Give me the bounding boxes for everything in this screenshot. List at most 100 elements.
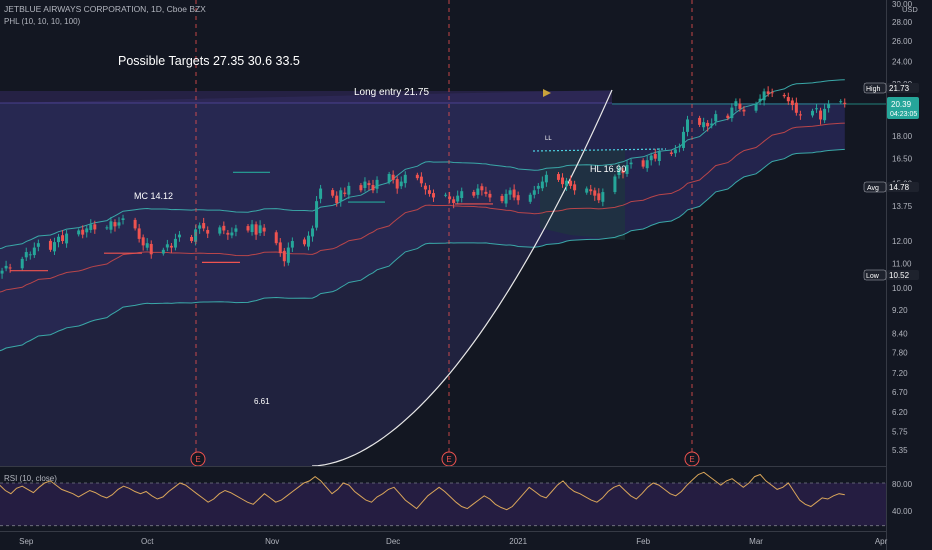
candle-body <box>61 235 65 242</box>
candle-body <box>222 225 226 231</box>
high-tag-value: 21.73 <box>889 84 910 93</box>
candle-body <box>641 160 645 167</box>
candle-body <box>657 151 661 161</box>
candle-body <box>52 242 56 252</box>
candle-body <box>762 91 766 101</box>
countdown: 04:23:05 <box>890 111 917 118</box>
candle-body <box>488 193 492 198</box>
earnings-marker-1[interactable]: E <box>190 451 206 467</box>
candle-body <box>669 152 673 154</box>
candle-body <box>786 97 790 102</box>
candle-body <box>730 107 734 119</box>
candle-body <box>141 237 145 246</box>
candle-body <box>472 191 476 196</box>
candle-body <box>815 108 819 110</box>
candle-body <box>794 102 798 113</box>
candle-body <box>431 193 435 198</box>
y-tick-label: 10.00 <box>892 284 913 293</box>
candle-body <box>532 190 536 195</box>
pivot-levels <box>10 171 493 272</box>
avg-tag: Avg 14.78 <box>863 181 919 193</box>
candle-body <box>20 258 24 269</box>
candle-body <box>516 195 520 201</box>
candle-body <box>528 194 532 202</box>
x-tick-label: Oct <box>141 537 154 546</box>
y-tick-label: 7.20 <box>892 369 908 378</box>
indicator-title[interactable]: PHL (10, 10, 10, 100) <box>4 17 81 26</box>
earnings-marker-label: E <box>446 455 451 464</box>
candle-body <box>500 195 504 202</box>
candle-body <box>286 247 290 263</box>
candle-body <box>109 221 113 230</box>
candle-body <box>4 265 8 269</box>
candle-body <box>246 226 250 231</box>
candle-body <box>48 240 52 250</box>
candle-body <box>645 160 649 169</box>
candle-body <box>823 108 827 121</box>
candle-body <box>621 170 625 174</box>
avg-tag-label: Avg <box>867 185 879 192</box>
candle-body <box>230 232 234 236</box>
x-tick-label: Dec <box>386 537 400 546</box>
earnings-marker-label: E <box>689 455 694 464</box>
candle-body <box>319 188 323 199</box>
candle-body <box>419 176 423 184</box>
candle-body <box>387 173 391 183</box>
earnings-marker-2[interactable]: E <box>441 451 457 467</box>
candle-body <box>702 122 706 128</box>
candle-body <box>597 193 601 201</box>
candle-body <box>133 219 137 229</box>
annotation-low-note: 6.61 <box>254 397 270 406</box>
y-tick-label: 12.00 <box>892 237 913 246</box>
candle-body <box>561 177 565 185</box>
candle-body <box>278 242 282 254</box>
y-tick-label: 18.00 <box>892 132 913 141</box>
candle-body <box>585 188 589 193</box>
candle-body <box>686 119 690 132</box>
candle-body <box>290 241 294 248</box>
candle-body <box>234 228 238 232</box>
x-tick-label: Sep <box>19 537 34 546</box>
candle-body <box>758 98 762 102</box>
candle-body <box>681 131 685 148</box>
annotation-ll: LL <box>545 136 552 142</box>
candle-body <box>798 114 802 116</box>
candle-body <box>57 236 61 243</box>
upper-band-line <box>0 79 845 250</box>
candle-body <box>601 192 605 202</box>
candle-body <box>827 103 831 109</box>
candle-body <box>766 91 770 94</box>
x-tick-label: Mar <box>749 537 763 546</box>
candle-body <box>258 225 262 234</box>
candle-body <box>137 228 141 239</box>
candle-body <box>206 229 210 234</box>
candle-body <box>165 244 169 248</box>
candle-body <box>653 153 657 159</box>
candle-body <box>282 250 286 262</box>
time-axis[interactable]: SepOctNovDec2021FebMarAprMayJunJul <box>19 537 932 546</box>
candle-body <box>625 165 629 174</box>
rsi-tick-80: 80.00 <box>892 480 913 489</box>
parabolic-curve <box>311 89 613 466</box>
arrow-marker-icon <box>543 89 551 97</box>
candle-body <box>790 100 794 106</box>
candle-body <box>565 180 569 186</box>
lower-band-line <box>0 148 845 352</box>
candle-body <box>698 117 702 125</box>
candle-body <box>367 183 371 186</box>
chart-title[interactable]: JETBLUE AIRWAYS CORPORATION, 1D, Cboe BZ… <box>4 4 206 14</box>
y-tick-label: 5.75 <box>892 427 908 436</box>
candle-body <box>302 239 306 245</box>
candle-body <box>190 236 194 242</box>
candle-body <box>569 180 573 186</box>
candle-body <box>613 176 617 193</box>
parabolic-area <box>0 90 612 466</box>
earnings-marker-3[interactable]: E <box>684 451 700 467</box>
low-tag-label: Low <box>866 273 880 280</box>
candle-body <box>391 174 395 180</box>
y-tick-label: 7.80 <box>892 348 908 357</box>
candle-body <box>649 155 653 161</box>
annotation-long-entry: Long entry 21.75 <box>354 87 429 98</box>
candle-body <box>8 267 12 269</box>
